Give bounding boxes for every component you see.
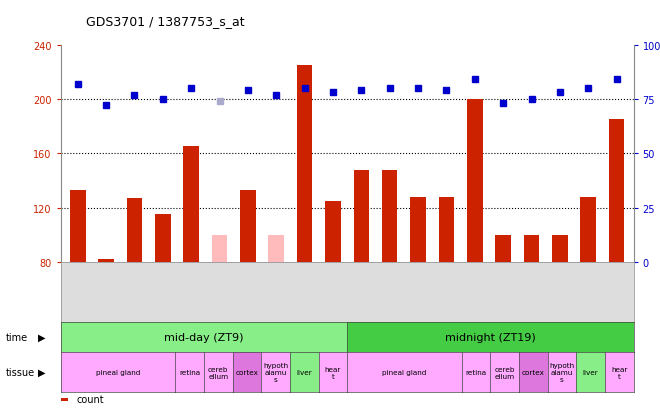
Bar bbox=[496, 235, 511, 262]
Text: hear
t: hear t bbox=[611, 366, 628, 379]
Bar bbox=[467, 100, 482, 262]
Bar bbox=[269, 235, 284, 262]
Bar bbox=[354, 170, 369, 262]
Text: cereb
ellum: cereb ellum bbox=[208, 366, 228, 379]
Text: mid-day (ZT9): mid-day (ZT9) bbox=[164, 332, 244, 342]
Bar bbox=[609, 120, 624, 262]
Bar bbox=[580, 197, 596, 262]
Text: pineal gland: pineal gland bbox=[96, 369, 140, 375]
Text: ▶: ▶ bbox=[38, 332, 46, 342]
Bar bbox=[155, 215, 171, 262]
Text: hypoth
alamu
s: hypoth alamu s bbox=[263, 362, 288, 382]
Bar bbox=[325, 201, 341, 262]
Bar bbox=[127, 199, 143, 262]
Text: retina: retina bbox=[179, 369, 200, 375]
Text: pineal gland: pineal gland bbox=[382, 369, 426, 375]
Text: time: time bbox=[5, 332, 28, 342]
Bar bbox=[70, 190, 86, 262]
Bar bbox=[183, 147, 199, 262]
Bar bbox=[411, 197, 426, 262]
Text: ▶: ▶ bbox=[38, 367, 46, 377]
Text: liver: liver bbox=[296, 369, 312, 375]
Text: GDS3701 / 1387753_s_at: GDS3701 / 1387753_s_at bbox=[86, 15, 244, 28]
Text: midnight (ZT19): midnight (ZT19) bbox=[445, 332, 536, 342]
Text: liver: liver bbox=[583, 369, 599, 375]
Text: tissue: tissue bbox=[5, 367, 34, 377]
Bar bbox=[212, 235, 227, 262]
Text: retina: retina bbox=[465, 369, 486, 375]
Bar bbox=[439, 197, 454, 262]
Text: count: count bbox=[76, 394, 104, 404]
Bar bbox=[98, 259, 114, 262]
Text: cereb
ellum: cereb ellum bbox=[494, 366, 515, 379]
Text: cortex: cortex bbox=[236, 369, 258, 375]
Text: hear
t: hear t bbox=[325, 366, 341, 379]
Text: cortex: cortex bbox=[522, 369, 544, 375]
Bar bbox=[240, 190, 255, 262]
Bar bbox=[382, 170, 397, 262]
Bar bbox=[552, 235, 568, 262]
Text: hypoth
alamu
s: hypoth alamu s bbox=[549, 362, 575, 382]
Bar bbox=[297, 66, 312, 262]
Bar bbox=[523, 235, 539, 262]
